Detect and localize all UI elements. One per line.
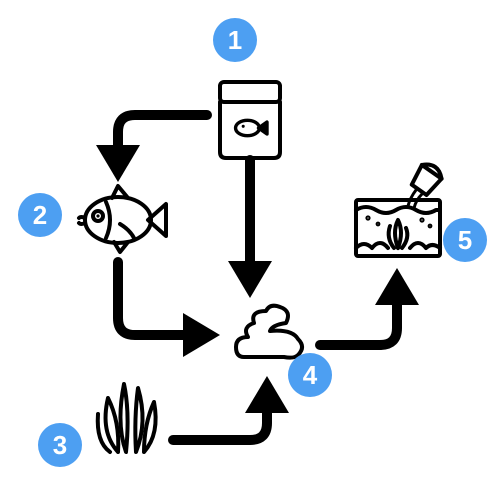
edge-waste-to-tank [320, 278, 397, 345]
badge-waste: 4 [288, 353, 332, 397]
edge-food-to-fish [118, 115, 207, 172]
aquarium-tank-icon [356, 160, 445, 256]
fish-icon [79, 186, 166, 252]
aquatic-plant-icon [98, 384, 156, 452]
badge-food: 1 [213, 18, 257, 62]
badge-label: 2 [33, 200, 47, 230]
fish-food-jar-icon [220, 82, 280, 158]
badge-label: 3 [53, 430, 67, 460]
badge-tank: 5 [443, 218, 487, 262]
badge-label: 4 [303, 360, 318, 390]
badge-label: 1 [228, 25, 242, 55]
badge-plant: 3 [38, 423, 82, 467]
waste-pile-icon [236, 306, 302, 358]
edge-plant-to-waste [173, 386, 267, 440]
edge-fish-to-waste [118, 262, 210, 335]
edges [118, 115, 397, 440]
badge-label: 5 [458, 225, 472, 255]
badge-fish: 2 [18, 193, 62, 237]
nitrogen-cycle-diagram: 1 2 3 4 5 [0, 0, 500, 500]
